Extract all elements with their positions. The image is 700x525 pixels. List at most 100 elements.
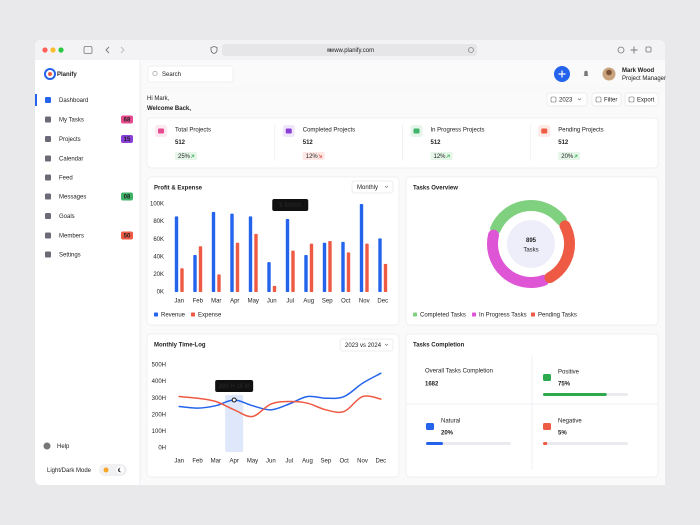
y-tick-label: 200H — [152, 412, 166, 418]
filter-button-icon — [595, 96, 602, 103]
stat-badge — [558, 152, 581, 160]
trend-arrow — [446, 154, 450, 159]
nav-label[interactable]: Goals — [59, 214, 75, 220]
bar — [235, 242, 240, 292]
x-tick-label: Jan — [174, 299, 184, 305]
nav-badge-text: 08 — [124, 194, 131, 200]
trend-arrow — [574, 154, 578, 159]
progress-fill — [426, 442, 443, 445]
trend-arrow — [318, 154, 322, 158]
bar — [267, 262, 271, 292]
stat-change: 12% — [434, 154, 447, 160]
sentiment-icon — [543, 423, 551, 430]
x-tick-label: Jul — [286, 299, 294, 305]
nav-icon — [45, 232, 51, 239]
period-select[interactable] — [339, 338, 394, 352]
nav-label[interactable]: Members — [59, 233, 84, 239]
y-tick-label: 80K — [153, 219, 164, 225]
chart-title: Tasks Overview — [413, 186, 458, 192]
help-link[interactable]: Help — [57, 444, 70, 450]
search-icon — [152, 70, 158, 77]
theme-label: Light/Dark Mode — [47, 468, 92, 474]
reload-button[interactable] — [468, 47, 474, 53]
filter-button[interactable] — [591, 92, 622, 107]
tooltip-text: $ 83000 — [279, 203, 301, 209]
sentiment-value: 5% — [558, 431, 567, 437]
avatar-face — [606, 69, 612, 76]
export-button[interactable] — [624, 92, 659, 107]
url-text: www.planify.com — [329, 48, 374, 54]
nav-icon — [45, 193, 51, 200]
tabs-button[interactable] — [645, 46, 652, 53]
x-tick-label: May — [248, 299, 259, 305]
x-tick-label: Apr — [229, 459, 238, 465]
nav-label[interactable]: Messages — [59, 194, 86, 200]
user-name: Mark Wood — [622, 68, 655, 74]
bar — [198, 246, 203, 292]
maximize-button[interactable] — [58, 47, 64, 53]
overall-label: Overall Tasks Completion — [425, 369, 493, 375]
nav-icon — [45, 136, 51, 142]
legend-label: Pending Tasks — [538, 313, 577, 319]
nav-badge — [121, 135, 133, 143]
donut-center — [507, 220, 555, 268]
stat-value: 512 — [303, 140, 314, 146]
x-tick-label: May — [247, 459, 258, 465]
legend-swatch — [472, 312, 476, 317]
stat-value: 512 — [431, 140, 442, 146]
download-button[interactable] — [617, 46, 625, 54]
progress-fill — [543, 393, 607, 396]
bar — [285, 218, 290, 292]
legend-label: Revenue — [161, 313, 186, 319]
year-select[interactable] — [546, 92, 588, 107]
search-box[interactable] — [147, 65, 234, 83]
x-tick-label: Jul — [285, 459, 293, 465]
bell-icon[interactable] — [583, 70, 589, 76]
bar — [291, 250, 295, 292]
nav-label[interactable]: Settings — [59, 252, 81, 258]
sentiment-label: Negative — [558, 419, 582, 425]
stat-label: Completed Projects — [303, 128, 355, 134]
export-button-text: Export — [637, 97, 655, 103]
shield-icon[interactable] — [210, 46, 218, 54]
donut-segment — [487, 229, 550, 288]
logo-dot — [48, 72, 52, 76]
logo-mark — [44, 68, 56, 80]
y-tick-label: 400H — [152, 379, 166, 385]
back-button[interactable] — [105, 46, 110, 54]
sidebar-toggle[interactable] — [83, 46, 93, 54]
add-icon — [558, 70, 566, 78]
card-title: Tasks Completion — [413, 343, 465, 349]
sentiment-icon — [543, 374, 551, 381]
nav-label[interactable]: Dashboard — [59, 98, 88, 104]
address-bar[interactable] — [222, 44, 477, 56]
donut-segment — [490, 200, 567, 235]
x-tick-label: Sep — [322, 299, 333, 305]
line-series — [178, 395, 382, 418]
forward-button[interactable] — [120, 46, 125, 54]
theme-dark — [115, 465, 125, 475]
nav-label[interactable]: My Tasks — [59, 117, 84, 123]
y-tick-label: 0K — [157, 290, 164, 296]
x-tick-label: Dec — [377, 299, 388, 305]
y-tick-label: 500H — [152, 363, 166, 369]
donut-label: Tasks — [523, 248, 538, 254]
period-select[interactable] — [351, 180, 394, 194]
x-tick-label: Sep — [320, 459, 331, 465]
nav-label[interactable]: Feed — [59, 175, 73, 181]
y-tick-label: 40K — [153, 254, 164, 260]
new-tab-button[interactable] — [630, 46, 638, 54]
nav-label[interactable]: Calendar — [59, 156, 83, 162]
nav-label[interactable]: Projects — [59, 137, 81, 143]
bar — [304, 255, 308, 292]
nav-badge — [121, 231, 133, 240]
minimize-button[interactable] — [50, 47, 56, 53]
bar — [359, 204, 364, 292]
y-tick-label: 100K — [150, 202, 164, 208]
period-select-caret — [384, 185, 389, 188]
timelog-card — [146, 333, 400, 478]
stat-badge — [175, 152, 197, 160]
bar — [365, 243, 369, 292]
user-role: Project Manager — [622, 76, 666, 82]
close-button[interactable] — [42, 47, 48, 53]
